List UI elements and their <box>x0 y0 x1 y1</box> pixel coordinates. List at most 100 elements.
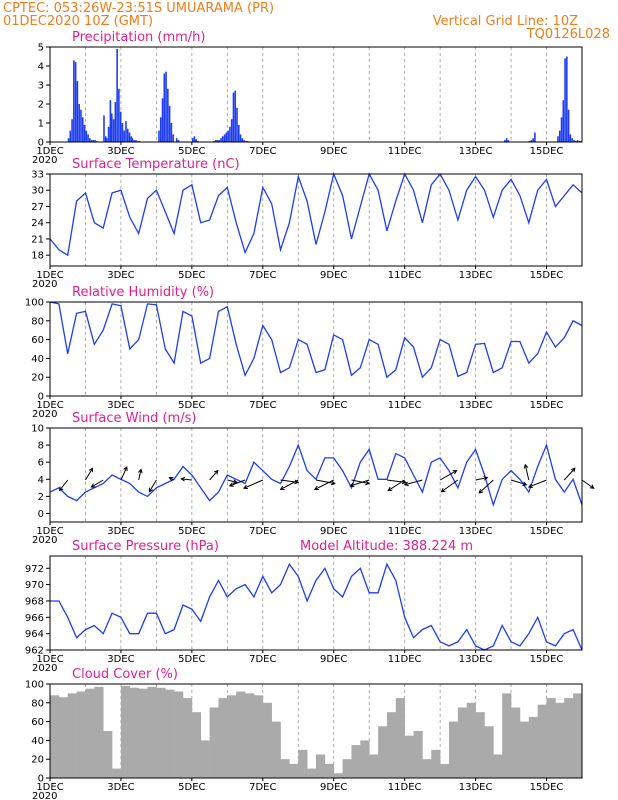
rh-ytick-label: 100 <box>25 298 44 309</box>
precip-bar <box>158 130 160 142</box>
cloud-column <box>386 712 397 778</box>
precip-bar <box>104 136 107 142</box>
precip-bar <box>74 62 77 143</box>
precip-bar <box>80 109 82 142</box>
wind-arrow-head <box>478 488 484 494</box>
wind-arrow <box>181 478 192 481</box>
header-run-time: 01DEC2020 10Z (GMT) <box>3 14 153 29</box>
precip-bar <box>234 90 237 142</box>
wind-arrow-head <box>88 467 94 473</box>
wind-arrow-head <box>349 482 355 488</box>
precip-xtick-label: 5DEC <box>178 146 205 157</box>
precip-bar <box>131 138 134 142</box>
temp-ytick-label: 24 <box>31 218 44 229</box>
precip-bar <box>168 105 171 142</box>
precip-bar <box>218 140 221 142</box>
precip-bar <box>503 140 506 142</box>
cloud-column <box>67 693 77 778</box>
cloud-column <box>440 763 450 778</box>
temp-xtick-label: 9DEC <box>320 270 347 281</box>
pressure-xtick-label: 13DEC <box>459 654 493 665</box>
pressure-year-label: 2020 <box>32 663 57 674</box>
wind-title: Surface Wind (m/s) <box>72 411 196 426</box>
cloud-column <box>85 688 95 778</box>
precip-bar <box>567 109 570 142</box>
precip-bar <box>236 107 238 142</box>
cloud-frame <box>49 683 583 779</box>
cloud-column <box>94 686 104 778</box>
precip-bar <box>119 111 122 142</box>
wind-arrow-head <box>138 468 143 474</box>
pressure-xtick-label: 7DEC <box>249 654 276 665</box>
cloud-ytick-label: 100 <box>25 680 44 691</box>
wind-arrow <box>138 469 142 481</box>
temp-ytick-label: 30 <box>31 186 44 197</box>
cloud-column <box>466 702 476 778</box>
pressure-ytick-label: 962 <box>25 646 44 657</box>
wind-arrow-head <box>58 486 64 492</box>
cloud-column <box>165 689 175 778</box>
header-location: CPTEC: 053:26W-23:51S UMUARAMA (PR) <box>3 1 274 16</box>
cloud-year-label: 2020 <box>32 791 57 800</box>
temp-ytick-label: 18 <box>31 251 44 262</box>
pressure-xtick-label: 15DEC <box>530 654 564 665</box>
wind-arrow-head <box>148 487 154 493</box>
precip-bar <box>167 88 169 142</box>
precip-bar <box>103 115 105 142</box>
cloud-column <box>183 698 193 778</box>
precip-bar <box>111 113 113 142</box>
wind-arrow <box>350 479 370 487</box>
cloud-column <box>502 693 512 778</box>
wind-arrow-head <box>527 483 533 489</box>
wind-arrow <box>148 479 157 493</box>
pressure-ytick-label: 970 <box>25 580 44 591</box>
pressure-xtick-label: 3DEC <box>107 654 134 665</box>
wind-arrow <box>528 479 547 488</box>
precip-xtick-label: 15DEC <box>530 146 564 157</box>
wind-arrow <box>85 467 93 481</box>
cloud-xtick-label: 9DEC <box>320 782 347 793</box>
pressure-line <box>50 562 583 651</box>
cloud-column <box>546 698 556 778</box>
precip-bar <box>573 140 575 142</box>
cloud-column <box>422 759 432 778</box>
precip-bar <box>159 117 162 142</box>
precip-bar <box>193 136 196 142</box>
precip-bar <box>94 140 96 142</box>
cloud-column <box>58 697 69 778</box>
wind-xtick-label: 11DEC <box>388 526 422 537</box>
cloud-column <box>50 695 60 778</box>
cloud-column <box>76 691 86 778</box>
wind-arrow-head <box>589 484 595 489</box>
cloud-column <box>528 716 538 778</box>
wind-arrow <box>314 479 334 490</box>
rh-frame <box>49 301 583 397</box>
precip-bar <box>130 136 133 142</box>
rh-panel: Relative Humidity (%) 0 20 40 60 80 100 1DEC 3DE… <box>25 285 583 420</box>
precip-bar <box>569 134 572 142</box>
precip-bar <box>90 140 93 142</box>
wind-ytick-label: 6 <box>38 458 44 469</box>
precip-ytick-label: 1 <box>38 119 44 130</box>
precip-xtick-label: 9DEC <box>320 146 347 157</box>
precip-bar <box>87 134 89 142</box>
precip-bar <box>83 124 86 142</box>
precip-bar <box>530 140 533 142</box>
wind-year-label: 2020 <box>32 535 57 546</box>
precip-bar <box>505 138 508 142</box>
rh-ytick-label: 40 <box>31 354 44 365</box>
rh-xtick-label: 15DEC <box>530 400 564 411</box>
pressure-title: Surface Pressure (hPa) <box>72 539 219 554</box>
temp-title: Surface Temperature (nC) <box>72 157 240 172</box>
cloud-column <box>209 707 219 778</box>
wind-arrow-head <box>90 483 96 488</box>
cloud-column <box>316 754 326 778</box>
precip-bar <box>78 104 80 142</box>
wind-xtick-label: 15DEC <box>530 526 564 537</box>
precip-bar <box>571 138 573 142</box>
precip-bar <box>507 140 510 142</box>
precip-ytick-label: 4 <box>38 62 44 73</box>
wind-arrow <box>387 479 405 492</box>
pressure-xtick-label: 5DEC <box>178 654 205 665</box>
temp-xtick-label: 13DEC <box>459 270 493 281</box>
